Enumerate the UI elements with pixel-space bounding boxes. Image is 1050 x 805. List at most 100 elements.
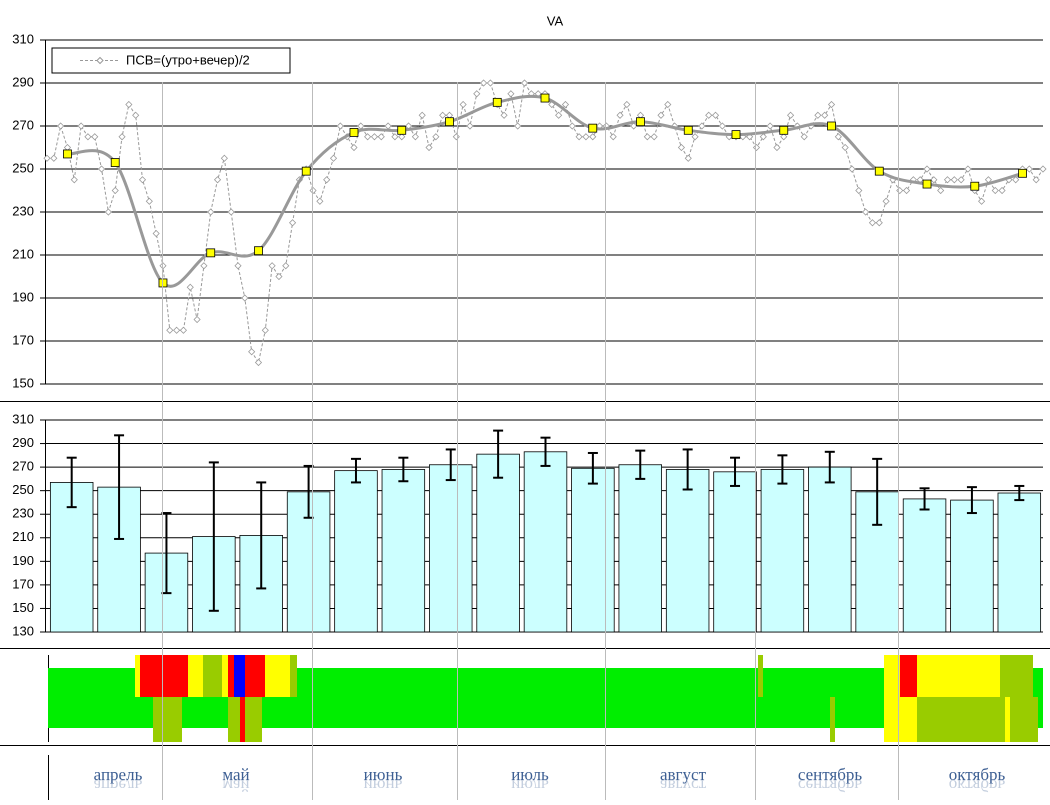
month-label: август: [660, 765, 707, 784]
band-cell: [1005, 697, 1010, 742]
daily-point: [57, 122, 65, 130]
daily-point: [923, 165, 931, 173]
error-bar: [824, 450, 835, 484]
daily-point: [213, 176, 222, 184]
error-bar: [635, 449, 646, 480]
error-bar: [587, 451, 598, 485]
daily-point: [275, 272, 283, 281]
error-bar: [398, 456, 409, 483]
y-tick-label: 130: [12, 623, 34, 638]
daily-point: [411, 133, 419, 141]
daily-point: [98, 165, 106, 173]
weekly-point: [206, 248, 216, 258]
daily-point: [991, 186, 999, 195]
month-reflection: октябрь: [949, 776, 1006, 795]
daily-point: [650, 133, 658, 141]
error-bar: [540, 436, 551, 467]
y-tick-label: 210: [12, 246, 34, 261]
y-tick-label: 290: [12, 74, 34, 89]
y-tick-label: 250: [12, 482, 34, 497]
daily-point: [875, 219, 883, 227]
month-label: сентябрь: [798, 765, 863, 784]
daily-point: [316, 197, 324, 205]
bar: [950, 499, 994, 633]
daily-point: [514, 122, 522, 130]
y-tick-label: 230: [12, 506, 34, 521]
weekly-point: [588, 123, 598, 133]
weekly-point: [349, 128, 359, 137]
band-cell: [1010, 697, 1038, 742]
bar: [334, 470, 378, 633]
daily-point: [834, 133, 842, 141]
band-cell: [140, 655, 188, 697]
weekly-point: [301, 166, 311, 176]
daily-point: [234, 262, 242, 270]
legend-label: ПСВ=(утро+вечер)/2: [126, 52, 250, 67]
weekly-point: [827, 121, 836, 131]
daily-point: [575, 133, 583, 141]
month-reflection: апрель: [94, 776, 143, 795]
month-label: октябрь: [949, 765, 1006, 784]
band-cell: [830, 697, 835, 742]
daily-point: [370, 133, 379, 141]
color-band: [48, 655, 1043, 742]
month-reflection: май: [222, 776, 249, 795]
daily-point: [466, 122, 474, 130]
band-cell: [758, 655, 763, 697]
daily-point: [309, 186, 317, 195]
band-cell: [290, 655, 297, 697]
error-bar: [350, 457, 361, 484]
band-cell: [222, 655, 228, 697]
daily-point: [186, 283, 194, 291]
month-reflection: сентябрь: [798, 776, 863, 795]
band-cell: [1000, 655, 1033, 697]
daily-point: [978, 197, 986, 205]
daily-point: [664, 100, 672, 109]
daily-point: [77, 122, 85, 130]
daily-point: [848, 165, 856, 173]
weekly-point: [874, 166, 884, 176]
y-tick-label: 190: [12, 289, 34, 304]
daily-point: [282, 262, 290, 270]
band-cell: [900, 655, 917, 697]
weekly-point: [445, 117, 454, 127]
daily-point: [568, 122, 576, 130]
error-bar: [1014, 484, 1025, 502]
band-cell: [265, 655, 290, 697]
band-cell: [153, 697, 182, 742]
daily-point: [561, 100, 570, 109]
month-label: июль: [511, 765, 549, 784]
daily-point: [616, 111, 624, 119]
error-bar: [303, 464, 314, 519]
daily-point: [902, 186, 911, 195]
daily-point: [220, 154, 228, 162]
legend-marker: [96, 56, 104, 65]
daily-point: [684, 154, 692, 162]
error-bar: [730, 456, 741, 487]
daily-point: [937, 186, 945, 195]
month-reflection: июль: [511, 776, 549, 795]
error-bar: [445, 448, 456, 482]
daily-point: [432, 133, 440, 141]
bar: [713, 471, 757, 633]
month-label: июнь: [364, 765, 403, 784]
daily-point: [486, 79, 494, 87]
daily-point: [773, 143, 781, 152]
y-tick-label: 190: [12, 553, 34, 568]
daily-point: [957, 176, 965, 184]
band-cell: [203, 655, 222, 697]
daily-point: [855, 186, 863, 195]
daily-point: [677, 143, 686, 152]
band-cell: [240, 697, 245, 742]
weekly-point: [254, 246, 263, 256]
error-bar: [256, 481, 267, 590]
weekly-point: [540, 93, 550, 103]
daily-point: [173, 326, 181, 334]
daily-point: [800, 133, 808, 141]
daily-point: [1025, 165, 1033, 173]
bar: [665, 469, 710, 633]
daily-point: [868, 219, 877, 227]
daily-point: [43, 154, 51, 162]
daily-point: [657, 111, 665, 119]
y-tick-label: 310: [12, 411, 34, 426]
